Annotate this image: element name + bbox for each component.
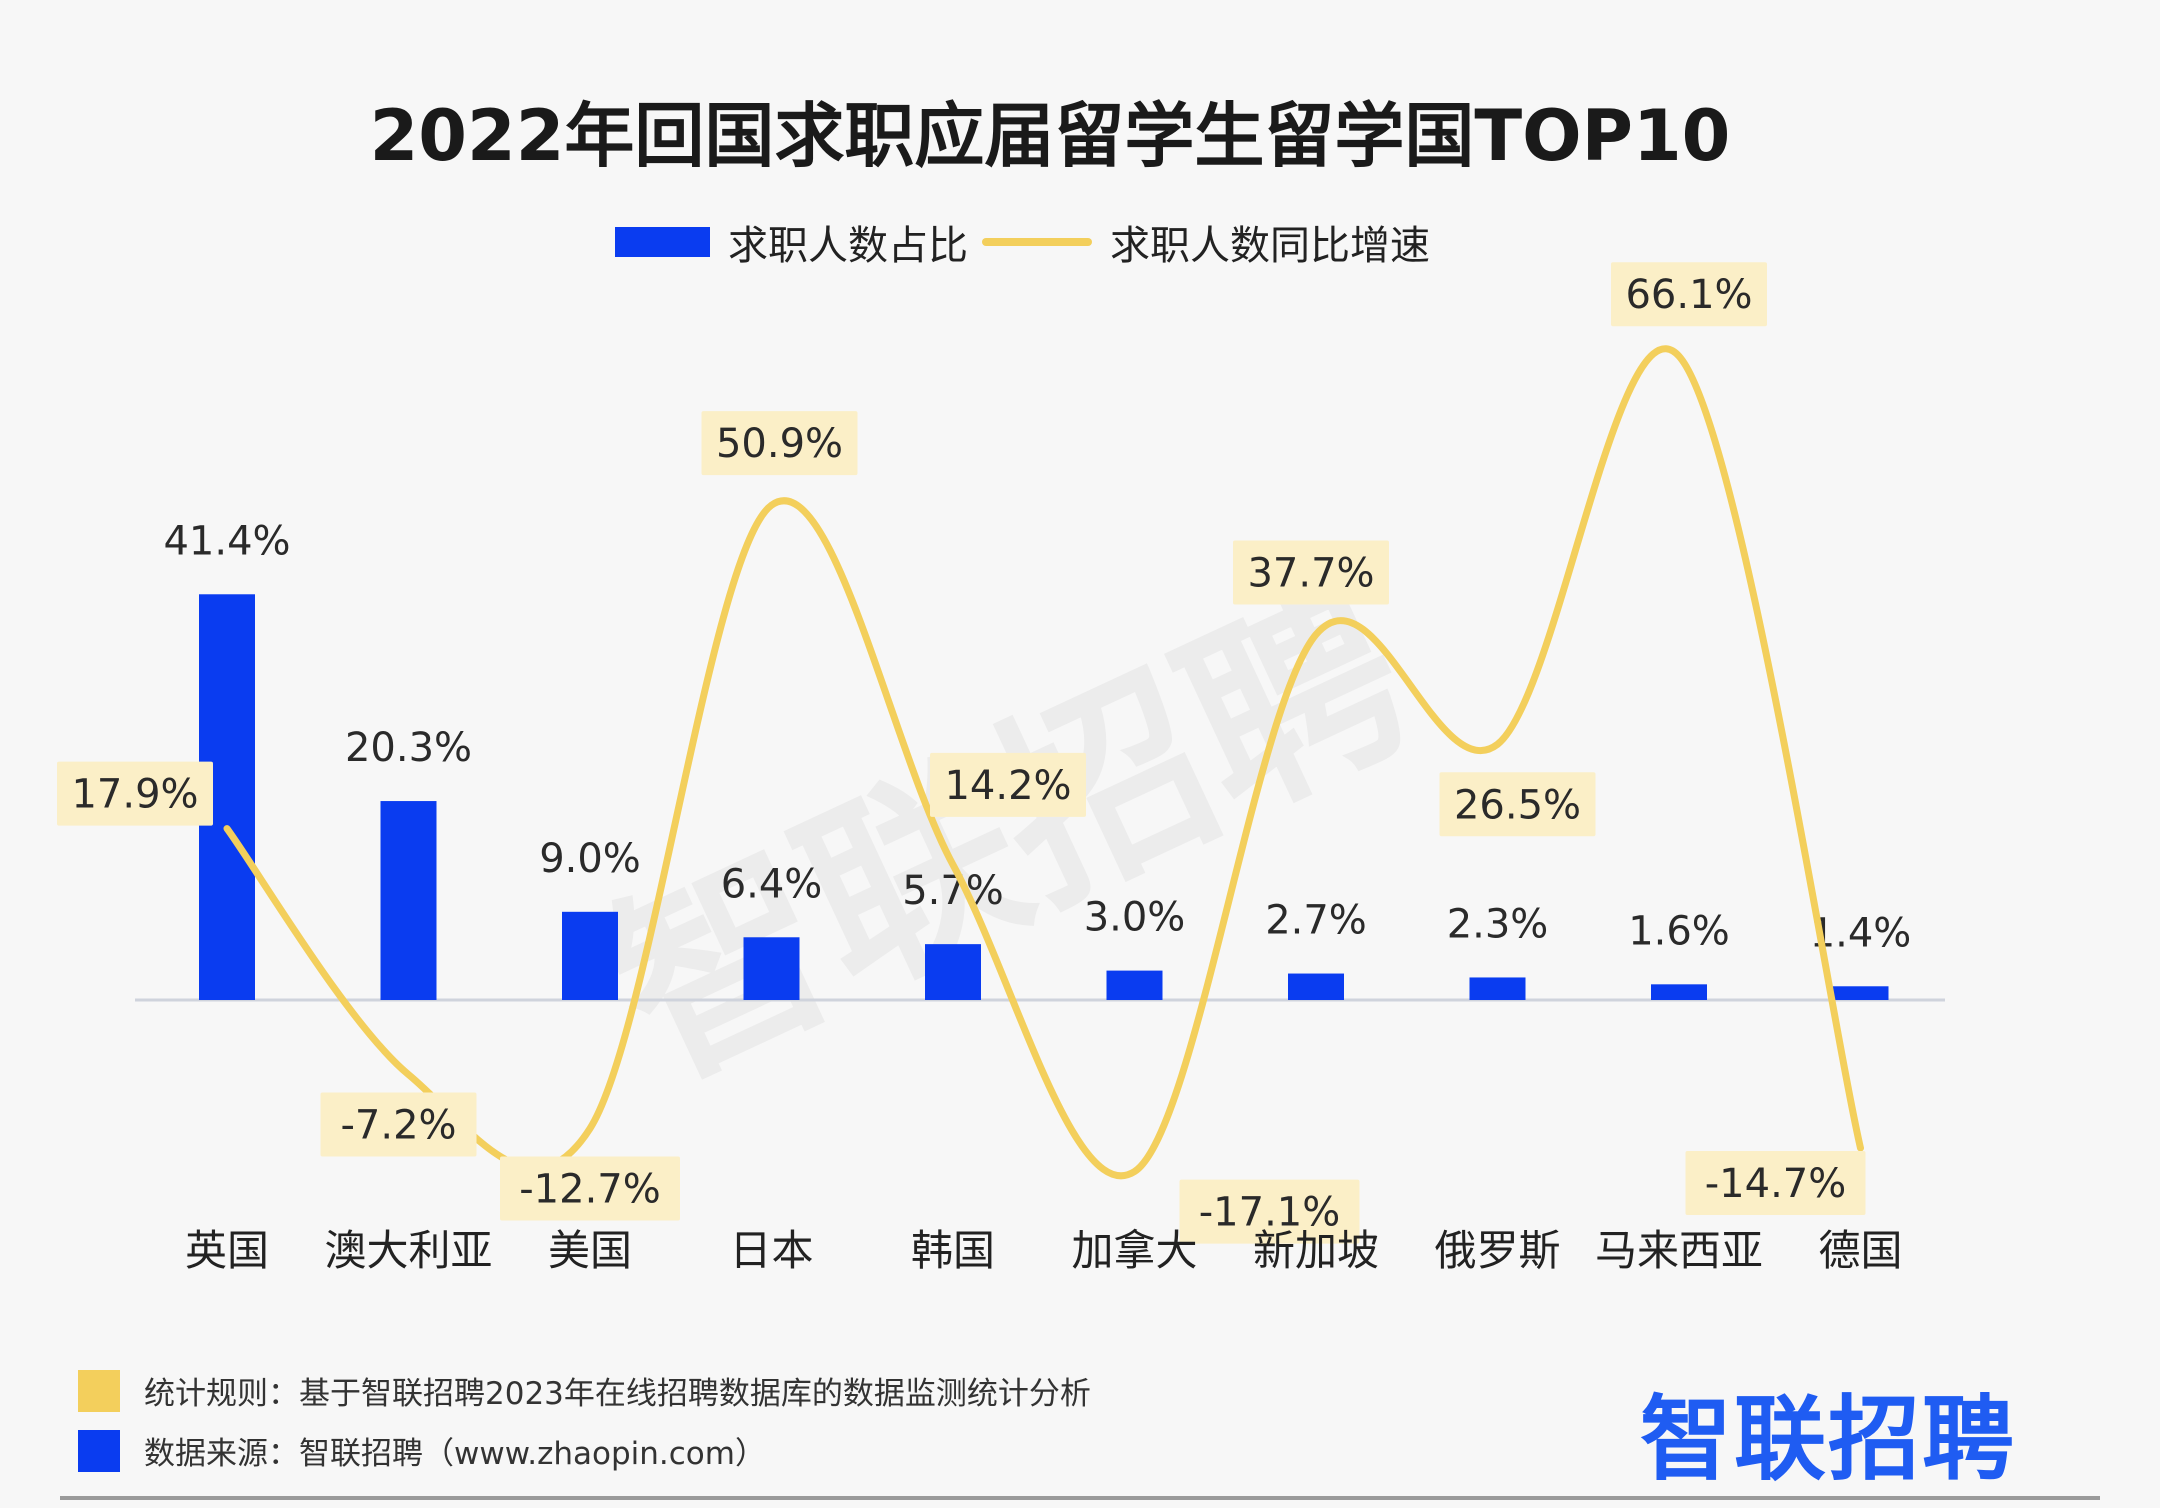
bar-label-0: 41.4% — [163, 518, 290, 564]
category-label-5: 加拿大 — [1071, 1226, 1197, 1275]
growth-label-6: 37.7% — [1247, 551, 1374, 597]
growth-label-box-6 — [1233, 540, 1389, 605]
footer-rule-text: 统计规则：基于智联招聘2023年在线招聘数据库的数据监测统计分析 — [144, 1376, 1091, 1412]
bar-label-9: 1.4% — [1810, 910, 1912, 956]
bottom-rule — [60, 1496, 2100, 1500]
bar-4 — [925, 944, 981, 1000]
bar-7 — [1469, 977, 1526, 1000]
growth-label-box-9 — [1685, 1151, 1866, 1216]
bar-6 — [1288, 973, 1344, 1000]
bar-label-8: 1.6% — [1628, 908, 1730, 954]
growth-label-box-2 — [500, 1156, 680, 1221]
bar-label-7: 2.3% — [1447, 901, 1549, 947]
legend-bar-swatch — [615, 227, 710, 257]
growth-label-9: -14.7% — [1705, 1161, 1847, 1207]
legend: 求职人数占比 求职人数同比增速 — [615, 212, 1430, 272]
growth-label-box-4 — [930, 752, 1086, 817]
growth-label-7: 26.5% — [1454, 782, 1581, 828]
growth-line — [223, 345, 1864, 1179]
footer-source: 数据来源：智联招聘（www.zhaopin.com） — [78, 1428, 766, 1473]
growth-label-box-7 — [1439, 772, 1596, 837]
growth-label-1: -7.2% — [340, 1103, 456, 1149]
category-label-8: 马来西亚 — [1595, 1226, 1763, 1275]
legend-line-swatch — [982, 238, 1092, 246]
growth-label-5: -17.1% — [1199, 1190, 1341, 1236]
bar-label-5: 3.0% — [1084, 895, 1186, 941]
bar-label-4: 5.7% — [902, 868, 1004, 914]
category-label-6: 新加坡 — [1253, 1226, 1379, 1275]
bar-9 — [1832, 986, 1889, 1000]
bar-label-1: 20.3% — [345, 725, 472, 771]
footer-rule-swatch — [78, 1369, 120, 1412]
category-label-2: 美国 — [548, 1226, 632, 1275]
growth-label-box-8 — [1611, 262, 1767, 327]
growth-label-3: 50.9% — [716, 421, 843, 467]
growth-label-4: 14.2% — [944, 763, 1071, 809]
watermark-text: 智联招聘 — [577, 546, 1442, 1123]
chart-title: 2022年回国求职应届留学生留学国TOP10 — [369, 95, 1731, 177]
bar-label-2: 9.0% — [539, 836, 641, 882]
legend-line-label: 求职人数同比增速 — [1110, 223, 1430, 269]
bar-2 — [562, 911, 618, 1000]
growth-label-0: 17.9% — [71, 772, 198, 818]
category-label-1: 澳大利亚 — [324, 1226, 492, 1275]
footer-source-text: 数据来源：智联招聘（www.zhaopin.com） — [144, 1436, 766, 1472]
category-label-7: 俄罗斯 — [1434, 1226, 1560, 1275]
growth-label-2: -12.7% — [519, 1166, 661, 1212]
footer-source-swatch — [78, 1429, 120, 1472]
growth-label-box-0 — [57, 761, 213, 826]
footer-rule: 统计规则：基于智联招聘2023年在线招聘数据库的数据监测统计分析 — [78, 1368, 1091, 1413]
bar-8 — [1651, 984, 1707, 1000]
growth-label-box-1 — [320, 1092, 477, 1157]
growth-label-box-3 — [701, 411, 858, 476]
category-label-3: 日本 — [729, 1226, 813, 1275]
category-label-0: 英国 — [185, 1226, 269, 1275]
brand-logo: 智联招聘 — [1640, 1386, 2017, 1493]
growth-label-8: 66.1% — [1625, 272, 1752, 318]
legend-bar-label: 求职人数占比 — [728, 223, 968, 269]
category-label-9: 德国 — [1818, 1226, 1902, 1275]
bar-3 — [743, 937, 800, 1000]
bar-5 — [1106, 970, 1163, 1000]
bar-label-3: 6.4% — [721, 861, 823, 907]
category-label-4: 韩国 — [911, 1226, 995, 1275]
bar-1 — [380, 801, 437, 1000]
bar-label-6: 2.7% — [1265, 898, 1367, 944]
growth-label-box-5 — [1179, 1179, 1360, 1244]
